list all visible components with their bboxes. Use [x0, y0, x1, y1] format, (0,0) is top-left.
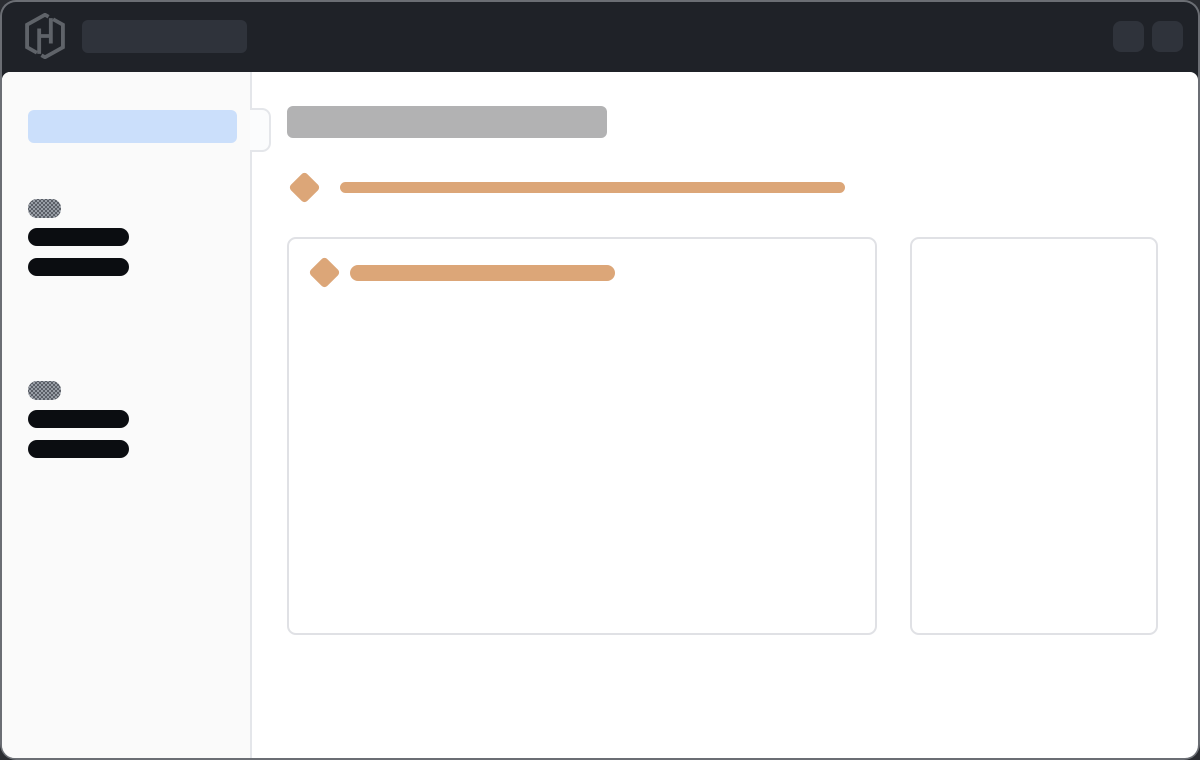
sidebar-collapse-handle[interactable] [250, 108, 271, 152]
sidebar-nav-item-skeleton[interactable] [28, 258, 129, 276]
sidebar-active-item-skeleton[interactable] [28, 110, 237, 143]
sidebar-nav-item-skeleton[interactable] [28, 228, 129, 246]
card [287, 237, 877, 635]
search-input-skeleton[interactable] [82, 20, 247, 53]
diamond-icon [288, 171, 321, 204]
topbar-icon-button-skeleton-1[interactable] [1113, 21, 1144, 52]
section-heading-skeleton [340, 182, 845, 193]
sidebar-nav-item-skeleton[interactable] [28, 410, 129, 428]
hashicorp-logo-icon [25, 13, 65, 59]
diamond-icon [308, 256, 341, 289]
card-heading-skeleton [350, 265, 615, 281]
sidebar-section-label-skeleton-1 [28, 199, 61, 218]
page-title-skeleton [287, 106, 607, 138]
topbar [0, 0, 1200, 72]
main-area [254, 72, 1198, 758]
sidebar-section-label-skeleton-2 [28, 381, 61, 400]
card [910, 237, 1158, 635]
sidebar-nav-item-skeleton[interactable] [28, 440, 129, 458]
topbar-icon-button-skeleton-2[interactable] [1152, 21, 1183, 52]
content-panel [2, 72, 1198, 758]
sidebar [2, 72, 252, 758]
